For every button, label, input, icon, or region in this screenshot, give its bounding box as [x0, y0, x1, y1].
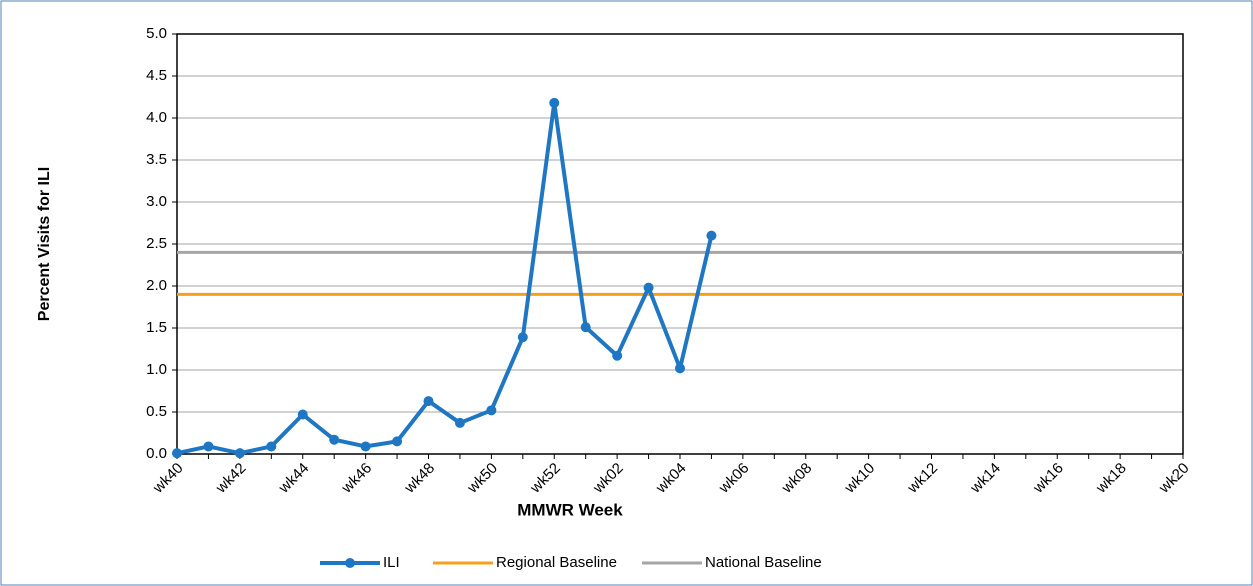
- point: [675, 363, 685, 374]
- point: [360, 441, 371, 452]
- plot-border: [176, 33, 1184, 455]
- point: [454, 417, 465, 428]
- legend-marker: [345, 558, 355, 568]
- point: [297, 409, 308, 420]
- point: [234, 448, 245, 459]
- point: [643, 282, 654, 293]
- point: [517, 332, 528, 343]
- point: [203, 441, 214, 452]
- point: [549, 97, 560, 108]
- y-axis-title: Percent Visits for ILI: [36, 167, 53, 321]
- series-line: [176, 100, 714, 456]
- legend-label: National Baseline: [705, 554, 822, 571]
- y-tick-label: 4.5: [146, 67, 167, 84]
- y-tick-label: 2.5: [146, 235, 167, 252]
- point: [612, 350, 623, 361]
- x-axis-title: MMWR Week: [517, 500, 623, 519]
- y-tick-label: 4.0: [146, 109, 167, 126]
- legend-label: ILI: [383, 554, 400, 571]
- point: [580, 322, 591, 333]
- point: [172, 448, 182, 459]
- point: [392, 436, 403, 447]
- point: [423, 396, 434, 407]
- y-tick-label: 3.5: [146, 151, 167, 168]
- y-tick-label: 3.0: [146, 193, 167, 210]
- y-tick-label: 0.0: [146, 445, 167, 462]
- y-tick-label: 5.0: [146, 25, 167, 42]
- legend-label: Regional Baseline: [496, 554, 617, 571]
- y-tick-label: 2.0: [146, 277, 167, 294]
- point: [486, 405, 497, 416]
- point: [329, 434, 340, 445]
- point: [266, 441, 277, 452]
- y-tick-label: 1.5: [146, 319, 167, 336]
- y-tick-label: 0.5: [146, 403, 167, 420]
- point: [706, 230, 717, 241]
- y-tick-label: 1.0: [146, 361, 167, 378]
